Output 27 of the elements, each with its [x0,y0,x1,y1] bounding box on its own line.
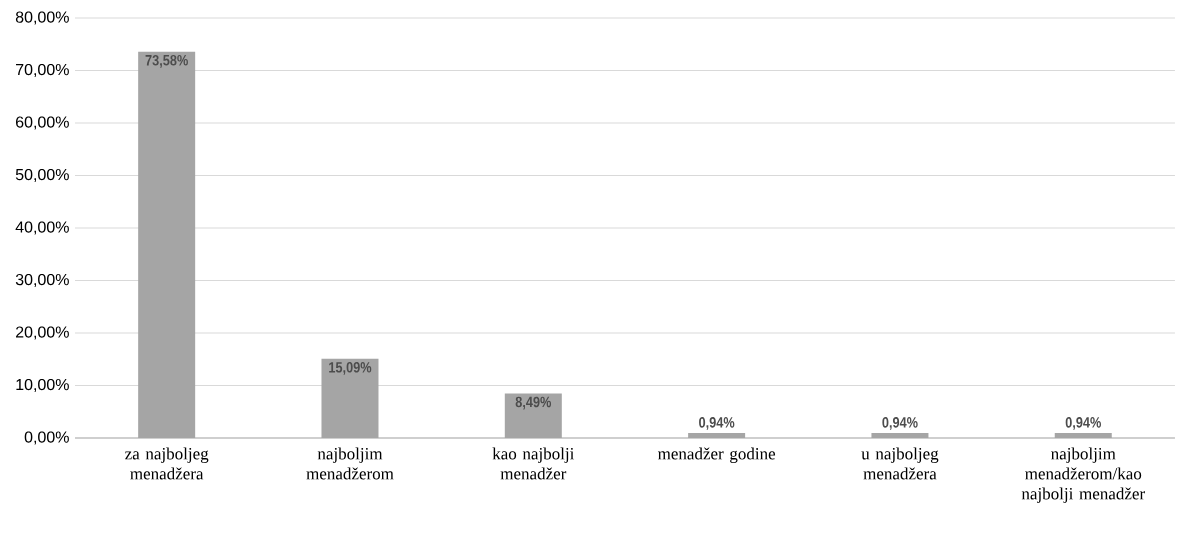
bar [688,433,746,438]
y-tick-label: 80,00% [15,11,69,25]
bar [138,51,196,438]
data-label: 15,09% [329,361,372,375]
x-tick-label: najboljim menadžerom [306,447,394,480]
data-label: 0,94% [882,417,918,430]
bar [321,358,379,438]
y-tick-label: 70,00% [16,63,69,78]
y-tick-label: 30,00% [15,273,69,288]
data-label: 0,94% [699,417,735,430]
y-tick-label: 50,00% [15,168,69,183]
data-label: 0,94% [1065,417,1101,430]
bar [1054,433,1112,438]
y-tick-label: 40,00% [15,221,69,235]
data-label: 8,49% [515,396,552,410]
x-tick-label: menadžer godine [657,447,776,464]
y-tick-label: 10,00% [16,378,69,393]
bar [871,433,929,438]
bar [504,393,562,438]
x-tick-label: kao najbolji menadžer [492,447,575,480]
x-tick-label: za najboljeg menadžera [125,447,209,480]
y-tick-label: 20,00% [16,326,69,340]
x-tick-label: u najboljeg menadžera [861,447,939,480]
x-tick-label: najboljim menadžerom/kao najbolji menadžer [1021,447,1145,503]
y-tick-label: 0,00% [24,431,69,445]
data-label: 73,58% [145,54,188,68]
y-tick-label: 60,00% [16,116,69,130]
